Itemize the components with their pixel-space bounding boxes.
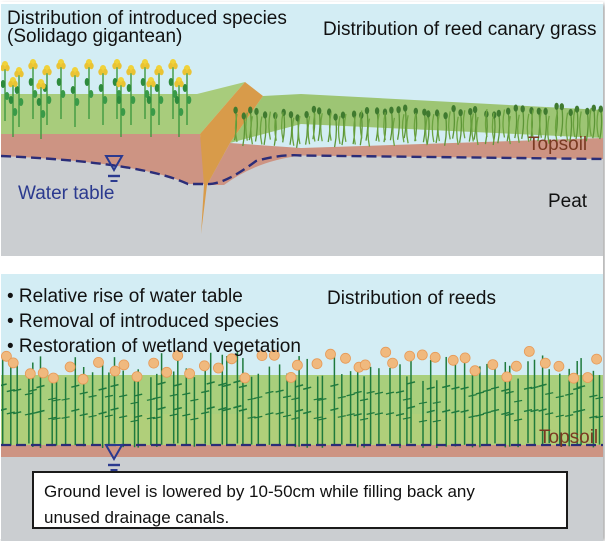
svg-text:Distribution of reeds: Distribution of reeds	[327, 288, 496, 309]
svg-text:• Restoration of wetland veget: • Restoration of wetland vegetation	[7, 336, 301, 357]
svg-text:Distribution of reed canary gr: Distribution of reed canary grass	[323, 19, 597, 40]
svg-text:Peat: Peat	[548, 191, 588, 212]
svg-text:Topsoil: Topsoil	[539, 427, 598, 448]
svg-text:• Relative rise of water table: • Relative rise of water table	[7, 286, 243, 307]
svg-text:(Solidago gigantean): (Solidago gigantean)	[7, 26, 182, 47]
svg-text:Water table: Water table	[18, 183, 114, 204]
svg-text:• Removal of introduced specie: • Removal of introduced species	[7, 311, 279, 332]
svg-text:Topsoil: Topsoil	[528, 134, 587, 155]
